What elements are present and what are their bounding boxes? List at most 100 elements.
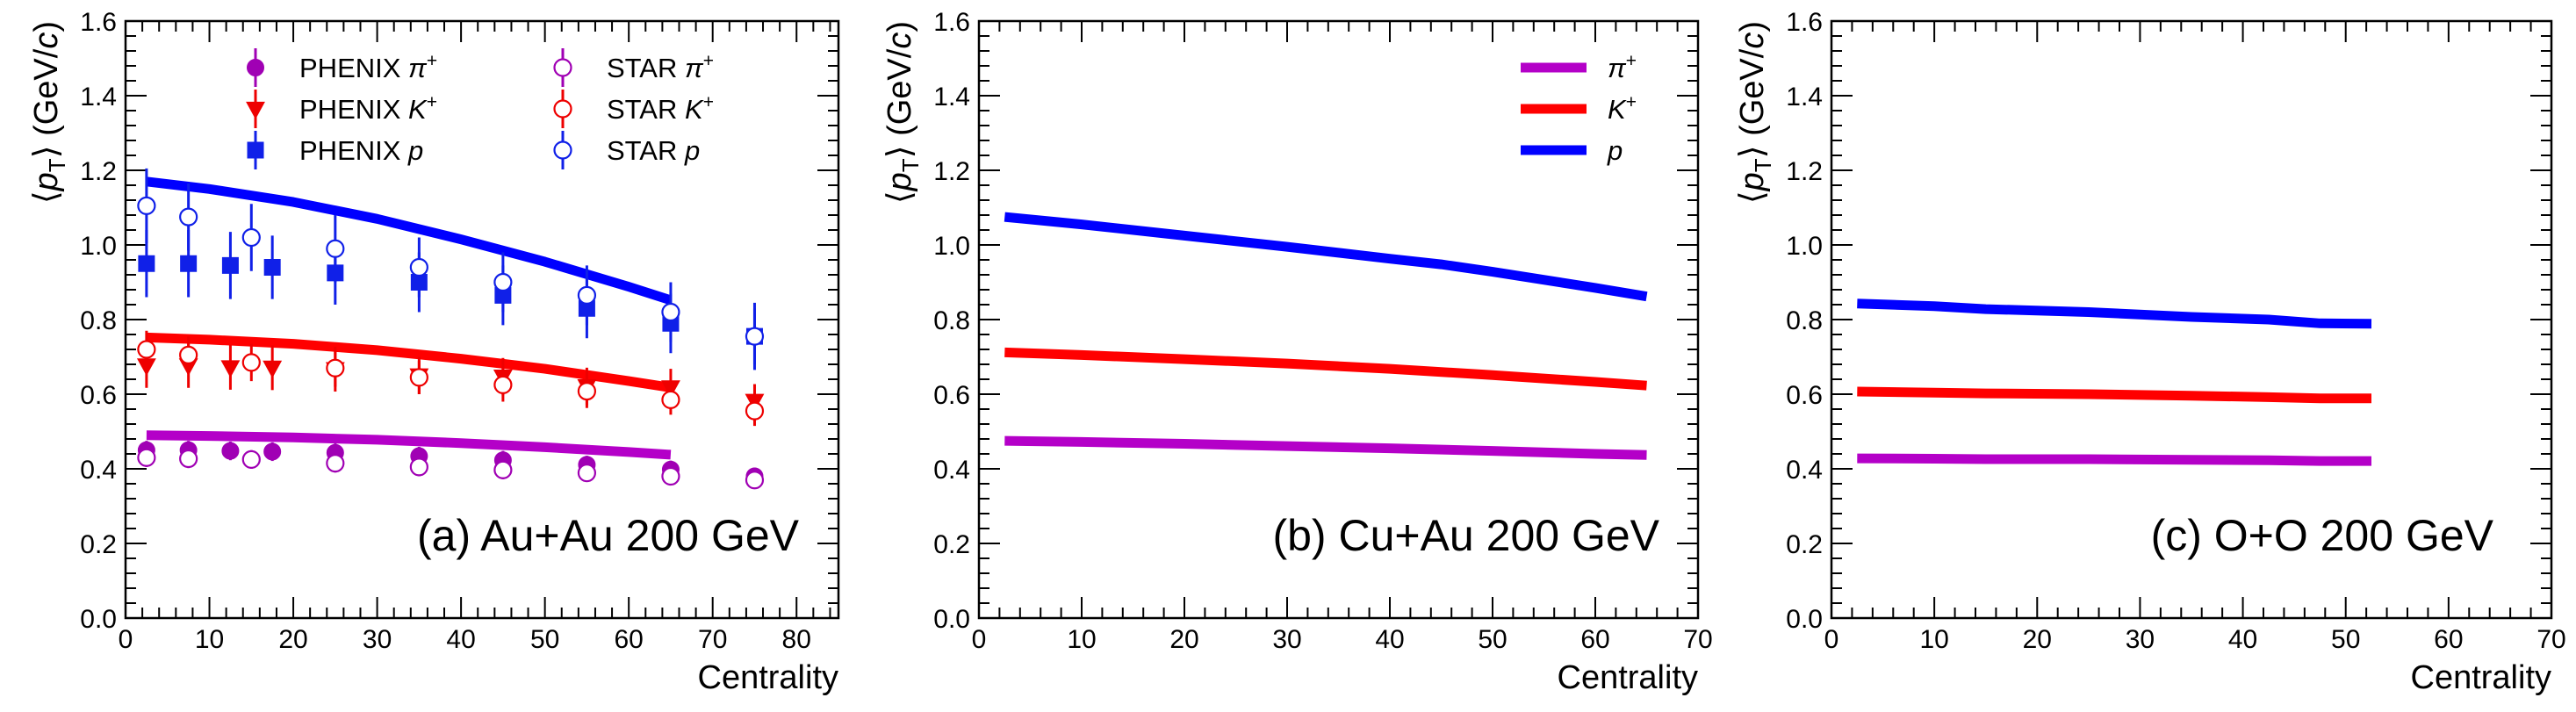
data-point — [179, 345, 198, 364]
legend-text-sup: + — [703, 92, 714, 112]
x-axis-title: Centrality — [698, 659, 839, 696]
legend-label: STAR π+ — [607, 51, 714, 83]
legend-text-base: STAR — [607, 94, 685, 125]
y-tick-label: 1.2 — [80, 157, 117, 186]
data-point — [577, 464, 597, 483]
data-point — [137, 448, 156, 467]
legend-marker — [553, 58, 572, 77]
x-tick-label: 0 — [972, 625, 987, 654]
data-point — [409, 457, 428, 477]
y-axis-title-end: ) — [881, 21, 918, 32]
legend-label: PHENIX π+ — [299, 51, 437, 83]
data-point — [221, 442, 240, 460]
y-tick-label: 0.6 — [1786, 381, 1823, 410]
legend-text-symbol: p — [407, 135, 423, 166]
y-tick-label: 0.0 — [80, 605, 117, 634]
series-star-p — [137, 168, 765, 370]
data-point — [409, 257, 428, 277]
data-point — [137, 340, 156, 359]
data-point — [220, 360, 241, 378]
y-axis-title-close: ⟩ (GeV/ — [1734, 48, 1771, 158]
y-tick-label: 0.4 — [933, 456, 970, 485]
panel-c: 0 10 20 30 40 50 60 70 0.0 0.2 0.4 0.6 0.8 1.0 1.2 1.4 1… — [1734, 8, 2566, 696]
data-point — [263, 360, 283, 378]
y-axis-title-sub: T — [44, 158, 70, 172]
legend-marker — [247, 59, 264, 76]
data-point — [179, 449, 198, 469]
series-star-k- — [137, 330, 765, 427]
y-axis-title: ⟨pT⟩ (GeV/c) — [881, 21, 924, 204]
y-tick-label: 0.2 — [80, 530, 117, 559]
y-tick-label: 0.6 — [80, 381, 117, 410]
model-curve-proton — [146, 176, 673, 306]
y-axis-title-c: c — [881, 32, 918, 49]
data-point — [326, 358, 345, 378]
model-curve-proton — [1857, 298, 2372, 329]
legend-label: STAR p — [607, 135, 700, 166]
x-tick-label: 20 — [2023, 625, 2052, 654]
y-axis-title-c: c — [28, 32, 65, 49]
y-tick-label: 1.0 — [933, 232, 970, 261]
legend-text-symbol: π — [1608, 53, 1627, 83]
y-axis-title-close: ⟩ (GeV/ — [28, 48, 65, 158]
y-axis-title-sub: T — [897, 158, 924, 172]
legend-text-sup: + — [427, 92, 437, 112]
x-tick-label: 60 — [2434, 625, 2463, 654]
x-tick-label: 70 — [1683, 625, 1712, 654]
plot-frame — [1830, 19, 2553, 620]
data-point — [180, 255, 198, 272]
model-curve-pion — [146, 430, 672, 460]
y-tick-label: 1.0 — [80, 232, 117, 261]
x-tick-label: 20 — [1169, 625, 1198, 654]
y-tick-label: 1.6 — [1786, 8, 1823, 37]
data-point — [179, 207, 198, 227]
legend-text-base: PHENIX — [299, 135, 408, 166]
x-tick-label: 20 — [278, 625, 307, 654]
legend-text-sup: + — [703, 51, 714, 71]
y-tick-label: 0.2 — [933, 530, 970, 559]
x-tick-label: 40 — [1375, 625, 1404, 654]
x-tick-label: 10 — [195, 625, 224, 654]
y-axis-title-sub: T — [1750, 158, 1776, 172]
data-point — [661, 466, 680, 486]
panel-label: (a) Au+Au 200 GeV — [417, 511, 800, 560]
data-point — [263, 259, 281, 276]
legend: π+ K+ p — [1521, 51, 1637, 166]
panel-b: 0 10 20 30 40 50 60 70 0.0 0.2 0.4 0.6 0.8 1.0 1.2 1.4 1… — [881, 8, 1713, 696]
panel-label: (b) Cu+Au 200 GeV — [1272, 511, 1659, 560]
y-tick-label: 1.6 — [80, 8, 117, 37]
model-curve-kaon — [1004, 347, 1647, 391]
data-point — [138, 255, 155, 272]
legend-text-base: PHENIX — [299, 53, 408, 83]
x-tick-label: 0 — [1824, 625, 1839, 654]
data-point — [493, 460, 513, 479]
data-point — [745, 401, 765, 421]
y-tick-label: 1.4 — [80, 83, 117, 111]
data-point — [263, 442, 282, 461]
x-tick-label: 0 — [119, 625, 133, 654]
legend-label: PHENIX K+ — [299, 92, 437, 125]
data-point — [326, 239, 345, 258]
legend-label: π+ — [1608, 51, 1637, 83]
legend-label: K+ — [1608, 92, 1637, 125]
y-tick-label: 0.4 — [80, 456, 117, 485]
legend-text-base: STAR — [607, 53, 685, 83]
data-point — [745, 471, 765, 490]
legend-label: p — [1607, 135, 1623, 166]
y-tick-label: 0.8 — [1786, 306, 1823, 335]
y-axis-title: ⟨pT⟩ (GeV/c) — [1734, 21, 1776, 204]
y-tick-label: 1.0 — [1786, 232, 1823, 261]
y-axis-title-open: ⟨ — [881, 191, 918, 204]
data-point — [745, 327, 765, 346]
legend-text-symbol: π — [408, 53, 428, 83]
x-tick-label: 30 — [1272, 625, 1301, 654]
legend-text-base: STAR — [607, 135, 685, 166]
data-point — [493, 272, 513, 292]
legend-marker — [553, 99, 572, 119]
data-point — [137, 196, 156, 215]
y-axis-title-end: ) — [28, 21, 65, 32]
legend-label: STAR K+ — [607, 92, 714, 125]
plot-frame — [977, 19, 1700, 620]
